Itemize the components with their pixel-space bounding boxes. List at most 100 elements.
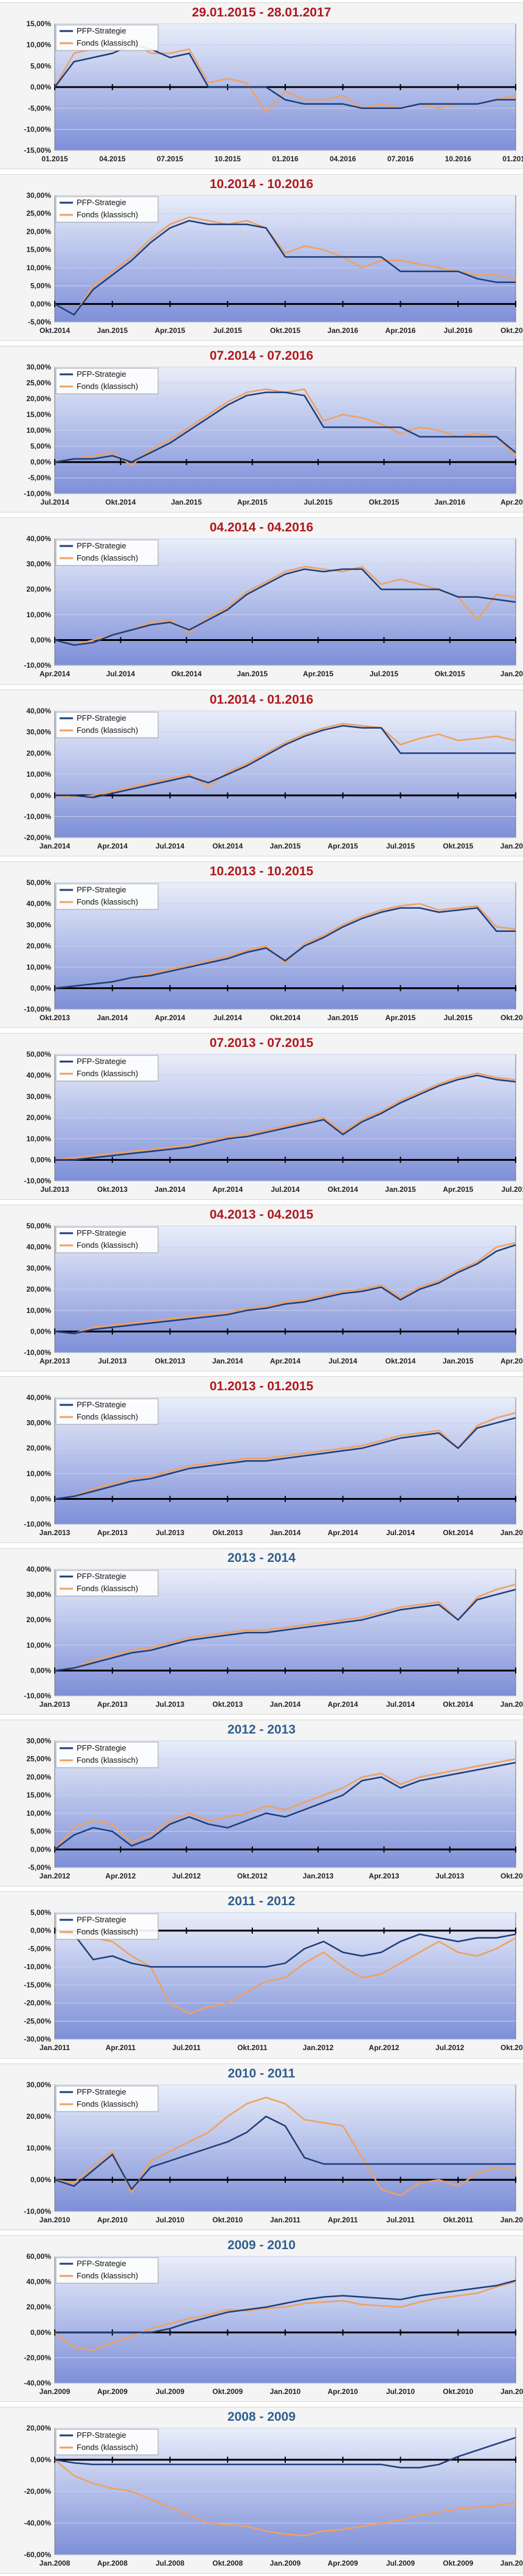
- x-tick-label: Okt.2014: [443, 1700, 473, 1709]
- x-tick-label: Jan.2013: [40, 1528, 71, 1537]
- chart-title: 01.2014 - 01.2016: [209, 692, 314, 707]
- x-tick-label: Apr.2013: [40, 1357, 70, 1365]
- y-tick-label: -10,00%: [24, 125, 51, 133]
- legend: PFP-Strategie Fonds (klassisch): [55, 24, 159, 51]
- x-tick-label: Jan.2008: [40, 2559, 71, 2567]
- legend-label-pfp: PFP-Strategie: [77, 198, 126, 207]
- legend: PFP-Strategie Fonds (klassisch): [55, 368, 159, 394]
- y-tick-label: 0,00%: [30, 984, 51, 992]
- y-tick-label: 50,00%: [26, 878, 51, 887]
- series-pfp-line: [54, 2115, 516, 2190]
- x-tick-label: Apr.2015: [155, 326, 185, 335]
- y-tick-label: 20,00%: [26, 1113, 51, 1122]
- y-tick-label: -20,00%: [24, 1999, 51, 2007]
- x-tick-label: Okt.2014: [40, 326, 70, 335]
- y-tick-label: 10,00%: [26, 770, 51, 779]
- series-pfp-line: [54, 1244, 516, 1335]
- x-tick-label: Jan.2014: [154, 1185, 185, 1194]
- y-tick-label: 0,00%: [30, 83, 51, 91]
- x-tick-label: Apr.2013: [97, 1700, 128, 1709]
- x-tick-label: Okt.2015: [369, 498, 399, 506]
- chart-title: 2010 - 2011: [227, 2066, 296, 2081]
- x-tick-label: 10.2015: [215, 155, 241, 163]
- y-tick-label: 0,00%: [30, 300, 51, 309]
- x-tick-label: Apr.2015: [386, 1013, 416, 1022]
- series-fonds-line: [54, 1758, 516, 1850]
- series-fonds-line: [54, 1242, 516, 1335]
- x-tick-label: Jan.2013: [303, 1872, 334, 1880]
- chart-title: 07.2013 - 07.2015: [209, 1035, 314, 1050]
- x-tick-label: Okt.2014: [328, 1185, 358, 1194]
- chart-svg: 20,00% 0,00% -20,00% -40,00% -60,00%Jan.2008…: [24, 2424, 523, 2567]
- x-tick-label: Jul.2015: [370, 670, 399, 679]
- x-tick-label: Jan.2016: [500, 670, 523, 679]
- y-tick-label: 60,00%: [26, 2252, 51, 2261]
- x-tick-label: Jan.2014: [40, 842, 71, 850]
- x-tick-label: 01.2017: [502, 155, 523, 163]
- x-tick-label: Jan.2014: [97, 1013, 128, 1022]
- chart-title: 01.2013 - 01.2015: [209, 1379, 314, 1394]
- y-tick-label: 20,00%: [26, 586, 51, 594]
- x-tick-label: Okt.2012: [237, 1872, 268, 1880]
- x-tick-label: Jul.2014: [386, 1528, 415, 1537]
- x-tick-label: Okt.2015: [435, 670, 465, 679]
- y-tick-label: 15,00%: [26, 410, 51, 419]
- y-tick-label: -5,00%: [28, 1863, 51, 1872]
- chart-title: 2013 - 2014: [227, 1551, 296, 1566]
- legend-label-fonds: Fonds (klassisch): [77, 553, 138, 562]
- x-tick-label: Okt.2014: [443, 1528, 473, 1537]
- y-tick-label: 0,00%: [30, 1495, 51, 1503]
- y-tick-label: -10,00%: [24, 2207, 51, 2216]
- x-tick-label: Jul.2013: [156, 1700, 185, 1709]
- x-tick-label: Jul.2009: [386, 2559, 415, 2567]
- series-pfp-line: [54, 569, 516, 646]
- chart-panel: 29.01.2015 - 28.01.2017 15,00% 10,00% 5,00%…: [0, 2, 523, 170]
- y-tick-label: -20,00%: [24, 833, 51, 842]
- x-tick-label: Jul.2015: [444, 1013, 473, 1022]
- y-tick-label: 10,00%: [26, 1306, 51, 1315]
- legend: PFP-Strategie Fonds (klassisch): [55, 539, 159, 566]
- x-tick-label: Jul.2014: [156, 842, 185, 850]
- legend-box: [55, 2257, 159, 2284]
- x-tick-label: Jul.2014: [386, 1700, 415, 1709]
- chart-svg: 40,00%30,00%20,00%10,00%0,00%-10,00%Apr.…: [24, 534, 523, 679]
- series-pfp-line: [54, 1930, 516, 1968]
- y-tick-label: 20,00%: [26, 2424, 51, 2432]
- chart-svg: 50,00% 40,00% 30,00% 20,00% 10,00% 0,00% -10,0…: [24, 1050, 523, 1194]
- chart-svg: 15,00% 10,00% 5,00% 0,00% -5,00% -10,00% -15,0…: [24, 19, 523, 163]
- x-tick-label: Jul.2011: [386, 2216, 415, 2224]
- chart-panel: 2009 - 2010 60,00% 40,00% 20,00% 0,00% -20,00…: [0, 2235, 523, 2402]
- x-tick-label: Jul.2014: [328, 1357, 358, 1365]
- series-pfp-line: [55, 2280, 516, 2333]
- y-tick-label: 20,00%: [26, 749, 51, 757]
- x-tick-label: Jan.2015: [385, 1185, 416, 1194]
- y-tick-label: -20,00%: [24, 2487, 51, 2496]
- x-tick-label: Okt.2010: [443, 2387, 473, 2396]
- y-tick-label: 25,00%: [26, 209, 51, 218]
- chart-panel: 2012 - 2013 30,00% 25,00% 20,00% 15,00% 10,00…: [0, 1720, 523, 1887]
- series-fonds-line: [54, 2096, 516, 2196]
- x-tick-label: Jul.2013: [435, 1872, 465, 1880]
- x-tick-label: Jan.2015: [237, 670, 268, 679]
- x-tick-label: Jan.2015: [500, 1528, 523, 1537]
- series-pfp-line: [54, 220, 516, 316]
- y-tick-label: 10,00%: [26, 426, 51, 435]
- legend-label-fonds: Fonds (klassisch): [77, 2271, 138, 2280]
- y-tick-label: 20,00%: [26, 1615, 51, 1624]
- y-tick-label: 30,00%: [26, 1419, 51, 1427]
- legend: PFP-Strategie Fonds (klassisch): [55, 712, 159, 738]
- x-tick-label: Jul.2015: [386, 842, 415, 850]
- y-tick-label: 20,00%: [26, 1444, 51, 1452]
- series-pfp-line: [55, 1074, 516, 1161]
- legend-label-fonds: Fonds (klassisch): [77, 1927, 138, 1936]
- x-tick-label: Apr.2014: [212, 1185, 243, 1194]
- chart-svg: 40,00%30,00%20,00%10,00%0,00%-10,00%Jan.…: [24, 1393, 523, 1537]
- x-tick-label: Okt.2013: [97, 1185, 128, 1194]
- x-tick-label: Jul.2013: [98, 1357, 127, 1365]
- y-tick-label: 20,00%: [26, 1285, 51, 1293]
- legend-label-pfp: PFP-Strategie: [77, 2087, 126, 2096]
- x-tick-label: Okt.2008: [212, 2559, 243, 2567]
- y-tick-label: 30,00%: [26, 1264, 51, 1272]
- chart-panel: 2008 - 2009 20,00% 0,00% -20,00% -40,00% -60,…: [0, 2406, 523, 2574]
- x-tick-label: Okt.2013: [500, 1872, 523, 1880]
